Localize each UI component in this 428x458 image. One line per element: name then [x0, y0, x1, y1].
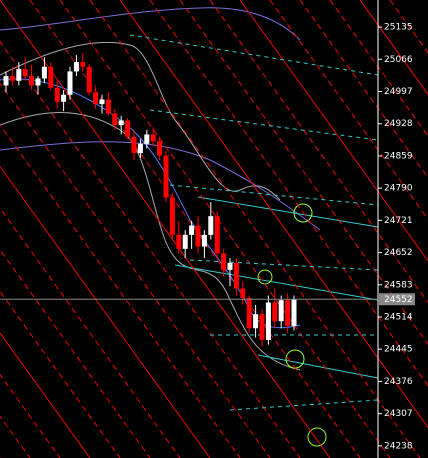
y-tick-label: 24376 — [384, 377, 413, 387]
candle-body — [9, 76, 15, 81]
y-tick-label: 24514 — [384, 313, 413, 323]
cyan-dash-line — [169, 184, 379, 206]
candle-body — [131, 136, 137, 154]
current-price-box — [379, 293, 415, 306]
channel-line — [257, 354, 379, 379]
candle-body — [182, 234, 188, 249]
fan-line — [119, 0, 428, 429]
candle-body — [189, 225, 195, 235]
candle-body — [86, 66, 92, 93]
candle-body — [54, 87, 60, 102]
y-tick-label: 24997 — [384, 87, 413, 97]
candle-body — [35, 78, 41, 86]
fan-line — [209, 0, 428, 304]
candle-body — [73, 62, 79, 72]
current-price-label: 24552 — [384, 295, 413, 305]
channel-line — [197, 196, 379, 228]
cyan-dash-line — [229, 399, 379, 411]
candle-body — [118, 120, 124, 126]
candle-body — [29, 76, 35, 86]
candle-body — [278, 300, 284, 322]
candle-body — [291, 299, 297, 326]
y-tick-label: 24790 — [384, 184, 413, 194]
candle-body — [240, 288, 246, 298]
y-tick-label: 24238 — [384, 441, 413, 451]
fan-line — [89, 0, 421, 458]
candle-body — [67, 71, 73, 95]
y-tick-label: 24445 — [384, 345, 413, 355]
candle-body — [272, 302, 278, 322]
candle-body — [99, 99, 105, 105]
candle-body — [144, 134, 150, 144]
fan-line — [149, 0, 428, 387]
candle-body — [22, 69, 28, 77]
candle-body — [61, 94, 67, 102]
fan-line — [59, 0, 391, 458]
marker-circle — [307, 427, 327, 447]
channel-line — [174, 264, 379, 301]
fan-line — [0, 373, 61, 458]
fan-line — [299, 0, 428, 179]
candle-body — [137, 143, 143, 154]
fan-line — [269, 0, 428, 221]
y-tick-label: 25066 — [384, 55, 413, 65]
candle-body — [163, 155, 169, 198]
candle-body — [112, 113, 118, 126]
candle-body — [105, 99, 111, 114]
y-tick-label: 24652 — [384, 248, 413, 258]
fan-line — [359, 0, 428, 96]
candle-body — [208, 216, 214, 235]
candle-body — [93, 92, 99, 105]
y-tick-label: 25135 — [384, 23, 413, 33]
fan-line — [329, 0, 428, 137]
candle-body — [246, 297, 252, 329]
y-tick-label: 24307 — [384, 409, 413, 419]
candle-body — [16, 69, 22, 81]
candle-body — [157, 141, 163, 156]
candle-body — [48, 66, 54, 88]
candle-body — [227, 262, 233, 270]
candle-body — [195, 225, 201, 247]
fan-line — [0, 248, 151, 458]
candle-body — [80, 62, 86, 67]
fan-line — [0, 290, 121, 458]
fan-line — [29, 0, 361, 458]
cyan-dash-line — [149, 109, 379, 141]
candle-body — [201, 234, 207, 247]
candle-body — [125, 120, 131, 137]
y-tick-label: 24583 — [384, 280, 413, 290]
fan-line — [0, 332, 91, 458]
fan-line — [179, 0, 428, 346]
candle-body — [253, 314, 259, 329]
candle-body — [150, 134, 156, 142]
fan-line — [0, 82, 271, 458]
candle-body — [214, 216, 220, 254]
candle-body — [169, 197, 175, 235]
candle-body — [265, 302, 271, 340]
y-tick-label: 24859 — [384, 151, 413, 161]
bollinger-upper — [0, 41, 281, 201]
fan-line — [0, 165, 211, 458]
candle-body — [3, 76, 9, 86]
candle-body — [233, 262, 239, 289]
candle-body — [221, 253, 227, 270]
candle-body — [176, 234, 182, 249]
candle-body — [259, 314, 265, 340]
fan-line — [239, 0, 428, 262]
y-tick-label: 24928 — [384, 119, 413, 129]
moving-average — [0, 78, 301, 329]
y-tick-label: 24721 — [384, 216, 413, 226]
candle-body — [41, 66, 47, 79]
fan-line — [0, 124, 241, 458]
candle-body — [285, 300, 291, 326]
fan-line — [0, 0, 331, 458]
fan-line — [0, 207, 181, 458]
marker-circle — [293, 203, 313, 223]
cyan-dash-line — [129, 34, 379, 76]
